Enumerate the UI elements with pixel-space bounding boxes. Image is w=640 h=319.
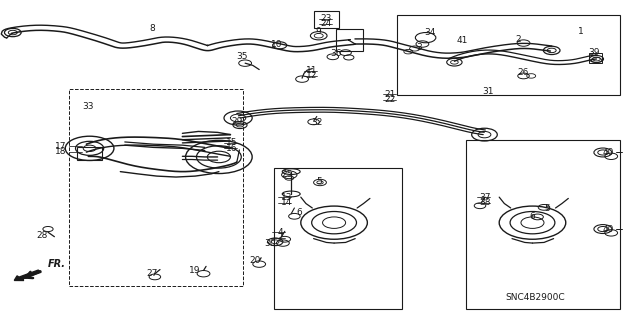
Bar [336, 29, 363, 51]
Text: 40: 40 [602, 225, 614, 234]
Text: 7: 7 [278, 233, 283, 242]
Bar [589, 53, 602, 63]
Text: 31: 31 [482, 87, 493, 96]
Bar [274, 168, 402, 309]
Text: FR.: FR. [47, 259, 65, 269]
Text: 23: 23 [321, 14, 332, 23]
Text: 27: 27 [147, 269, 158, 278]
Text: 39: 39 [588, 48, 600, 57]
Text: 30: 30 [264, 239, 276, 248]
Text: 13: 13 [281, 193, 292, 202]
Bar [314, 11, 339, 28]
Text: 26: 26 [518, 68, 529, 77]
FancyArrow shape [14, 270, 41, 280]
Text: 36: 36 [330, 49, 342, 58]
Text: 15: 15 [226, 138, 237, 147]
Text: 3: 3 [417, 43, 422, 52]
Text: 21: 21 [385, 90, 396, 99]
Text: 14: 14 [281, 198, 292, 207]
Text: 24: 24 [321, 19, 332, 28]
Text: 12: 12 [306, 71, 317, 80]
Text: 2: 2 [516, 35, 521, 44]
Text: 37: 37 [479, 193, 491, 202]
Text: 33: 33 [83, 102, 94, 111]
Text: 28: 28 [36, 231, 47, 240]
Text: SNC4B2900C: SNC4B2900C [506, 293, 565, 302]
Text: 6: 6 [297, 208, 302, 217]
Text: 17: 17 [55, 142, 67, 151]
Text: 34: 34 [424, 28, 436, 37]
Text: 29: 29 [231, 117, 243, 126]
Text: 8: 8 [150, 24, 155, 33]
Bar [466, 140, 620, 309]
Text: 19: 19 [189, 266, 201, 275]
Text: 41: 41 [456, 36, 468, 45]
Bar [397, 15, 620, 95]
Text: 20: 20 [249, 256, 260, 265]
Text: 6: 6 [530, 212, 535, 221]
Text: 4: 4 [278, 228, 283, 237]
Text: 38: 38 [479, 198, 491, 207]
Text: 16: 16 [226, 144, 237, 153]
Text: 9: 9 [316, 27, 321, 36]
Text: 1: 1 [579, 27, 584, 36]
Text: 5: 5 [545, 204, 550, 213]
Text: 11: 11 [306, 66, 317, 75]
Bar [77, 147, 102, 160]
Text: 35: 35 [236, 52, 248, 61]
Text: 18: 18 [55, 147, 67, 156]
Text: 25: 25 [281, 170, 292, 179]
Text: 22: 22 [385, 95, 396, 104]
Text: 10: 10 [271, 40, 282, 48]
Text: 40: 40 [602, 148, 614, 157]
Text: 32: 32 [311, 118, 323, 127]
Text: 5: 5 [316, 177, 321, 186]
Bar [69, 89, 243, 286]
